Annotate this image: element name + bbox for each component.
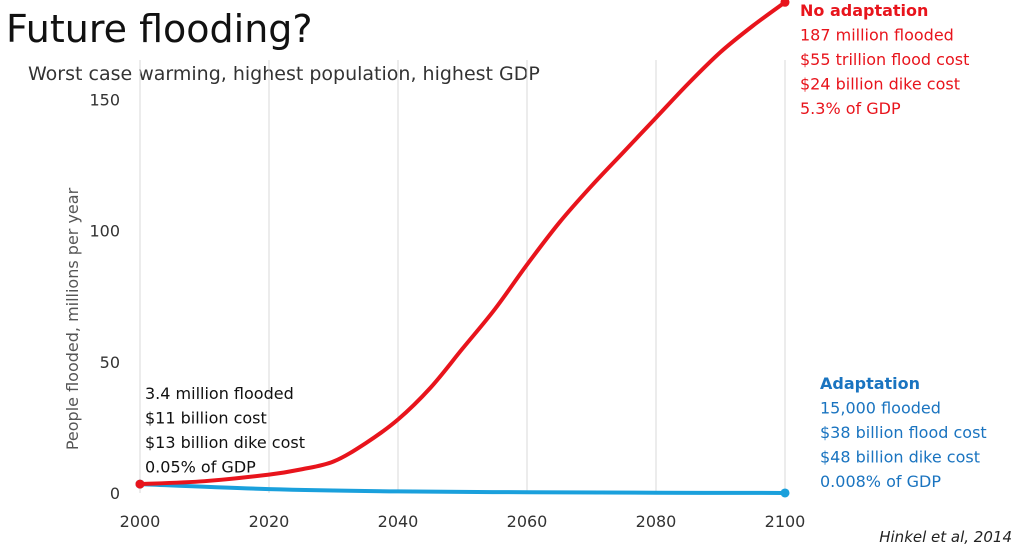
annotation-adaptation-heading: Adaptation: [820, 374, 920, 393]
y-axis-label: People flooded, millions per year: [63, 187, 82, 450]
y-tick-label-150: 150: [89, 90, 120, 109]
series-line-no-adaptation: [138, 0, 787, 487]
y-tick-label-0: 0: [110, 484, 120, 503]
annotation-no_adaptation-line-0: 187 million flooded: [800, 26, 954, 45]
series-layer: [135, 0, 790, 498]
point-no-adaptation-end: [780, 0, 790, 7]
annotation-no_adaptation-line-1: $55 trillion flood cost: [800, 50, 969, 69]
x-tick-label-2000: 2000: [120, 512, 161, 531]
annotation-adaptation-line-2: $48 billion dike cost: [820, 448, 980, 467]
annotation-start-line-2: $13 billion dike cost: [145, 433, 305, 452]
annotation-start-line-3: 0.05% of GDP: [145, 458, 256, 477]
annotation-adaptation-line-0: 15,000 flooded: [820, 399, 941, 418]
chart-title: Future flooding?: [6, 7, 313, 51]
x-tick-label-2020: 2020: [249, 512, 290, 531]
annotation-no_adaptation-line-3: 5.3% of GDP: [800, 99, 901, 118]
chart-subtitle: Worst case warming, highest population, …: [28, 63, 540, 85]
annotation-no_adaptation-heading: No adaptation: [800, 1, 928, 20]
x-tick-label-2060: 2060: [507, 512, 548, 531]
point-adaptation-end: [780, 488, 790, 498]
grid: [139, 60, 786, 493]
x-tick-label-2080: 2080: [636, 512, 677, 531]
annotation-adaptation-line-1: $38 billion flood cost: [820, 423, 987, 442]
x-tick-label-2100: 2100: [765, 512, 806, 531]
point-no-adaptation-start: [135, 479, 145, 489]
axes: 2000 2020 2040 2060 2080 2100 0 50 100 150 People …: [63, 90, 805, 531]
annotation-start-line-1: $11 billion cost: [145, 409, 267, 428]
annotation-start-line-0: 3.4 million flooded: [145, 384, 294, 403]
annotations: 3.4 million flooded $11 billion cost $13 b…: [145, 1, 987, 491]
series-line-adaptation: [138, 482, 787, 495]
x-tick-label-2040: 2040: [378, 512, 419, 531]
citation: Hinkel et al, 2014: [879, 528, 1012, 546]
y-tick-label-100: 100: [89, 222, 120, 241]
y-tick-label-50: 50: [100, 353, 120, 372]
annotation-no_adaptation-line-2: $24 billion dike cost: [800, 75, 960, 94]
annotation-adaptation-line-3: 0.008% of GDP: [820, 472, 941, 491]
